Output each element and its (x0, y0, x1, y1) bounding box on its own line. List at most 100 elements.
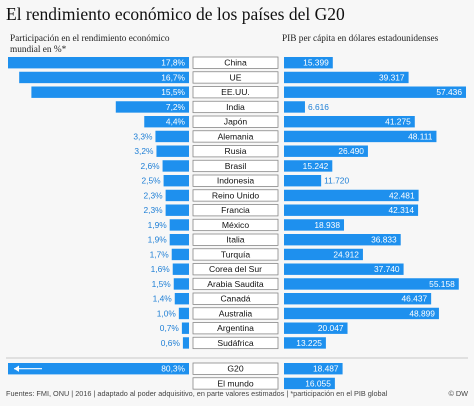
gdp-bar-19 (284, 337, 326, 349)
category-label-13: Turquía (221, 249, 251, 259)
share-label-17: 1,0% (157, 308, 177, 318)
category-label-16: Canadá (220, 294, 250, 304)
category-box-13 (192, 248, 279, 261)
category-box-2 (192, 86, 279, 99)
share-label-9: 2,3% (144, 190, 164, 200)
page-title: El rendimiento económico de los países d… (6, 4, 345, 24)
share-label-12: 1,9% (148, 235, 168, 245)
category-box-11 (192, 218, 279, 232)
left-chart-header: Participación en el rendimiento económic… (10, 34, 170, 55)
share-bar-10 (165, 204, 189, 216)
gdp-label-15: 55.158 (429, 279, 455, 289)
total-category-label-0: G20 (227, 364, 243, 374)
share-label-18: 0,7% (160, 323, 180, 333)
share-bar-19 (182, 337, 189, 349)
category-label-19: Sudáfrica (217, 338, 254, 348)
gdp-bar-1 (284, 71, 409, 84)
gdp-label-16: 46.437 (402, 294, 428, 304)
share-bar-6 (156, 145, 189, 157)
gdp-label-13: 24.912 (333, 249, 359, 259)
gdp-bar-15 (284, 278, 459, 290)
gdp-bar-12 (284, 234, 401, 246)
share-bar-0 (8, 57, 189, 69)
category-box-0 (192, 56, 279, 69)
gdp-bar-11 (284, 219, 345, 231)
share-label-15: 1,5% (152, 279, 172, 289)
share-label-5: 3,3% (133, 131, 153, 141)
share-bar-13 (171, 248, 189, 261)
category-box-17 (192, 307, 279, 320)
category-box-18 (192, 322, 279, 335)
gdp-label-11: 18.938 (314, 220, 340, 230)
category-label-12: Italia (226, 235, 244, 245)
share-bar-11 (169, 219, 189, 231)
category-label-10: Francia (221, 205, 250, 215)
gdp-bar-2 (284, 86, 466, 98)
total-gdp-bar-0 (284, 363, 343, 375)
category-box-15 (192, 277, 279, 291)
share-bar-5 (155, 130, 189, 143)
share-bar-14 (172, 263, 189, 275)
category-label-3: India (226, 102, 245, 112)
share-label-14: 1,6% (151, 264, 171, 274)
category-label-5: Alemania (218, 131, 254, 141)
share-bar-9 (165, 189, 189, 202)
share-bar-7 (162, 160, 189, 172)
share-bar-2 (31, 86, 190, 98)
category-box-5 (192, 130, 279, 143)
total-gdp-label-1: 16.055 (305, 378, 331, 388)
footer-sources: Fuentes: FMI, ONU | 2016 | adaptado al p… (6, 389, 388, 398)
gdp-label-6: 26.490 (338, 146, 364, 156)
category-label-1: UE (230, 72, 242, 82)
category-box-3 (192, 100, 279, 114)
category-box-16 (192, 292, 279, 305)
gdp-bar-6 (284, 145, 368, 157)
category-label-9: Reino Unido (212, 190, 260, 200)
category-box-19 (192, 336, 279, 350)
share-label-10: 2,3% (144, 205, 164, 215)
back-arrow-head-icon (14, 365, 19, 372)
total-share-label-0: 80,3% (161, 364, 185, 374)
gdp-label-19: 13.225 (296, 338, 322, 348)
gdp-label-4: 41.275 (385, 117, 411, 127)
total-category-box-0 (192, 362, 279, 375)
share-label-13: 1,7% (150, 249, 170, 259)
gdp-label-12: 36.833 (371, 235, 397, 245)
gdp-label-9: 42.481 (389, 190, 415, 200)
total-gdp-bar-1 (284, 377, 335, 390)
gdp-bar-3 (284, 101, 305, 113)
gdp-bar-5 (284, 130, 437, 143)
total-share-bar-0 (8, 363, 189, 375)
category-box-1 (192, 71, 279, 84)
share-label-6: 3,2% (134, 146, 154, 156)
category-box-8 (192, 174, 279, 187)
gdp-bar-13 (284, 248, 363, 261)
gdp-label-18: 20.047 (318, 323, 344, 333)
share-bar-15 (173, 278, 189, 290)
gdp-bar-14 (284, 263, 404, 275)
category-label-7: Brasil (225, 161, 247, 171)
dw-logo: © DW (448, 389, 468, 398)
category-label-6: Rusia (225, 146, 247, 156)
gdp-label-8: 11.720 (324, 176, 349, 186)
category-box-6 (192, 145, 279, 158)
total-category-box-1 (192, 377, 279, 390)
gdp-label-0: 15.399 (303, 58, 329, 68)
share-bar-12 (169, 234, 189, 246)
share-label-11: 1,9% (148, 220, 168, 230)
category-label-0: China (224, 58, 247, 68)
share-bar-3 (115, 101, 189, 113)
category-label-8: Indonesia (217, 176, 254, 186)
category-box-10 (192, 204, 279, 217)
gdp-label-17: 48.899 (409, 308, 435, 318)
gdp-label-5: 48.111 (408, 131, 433, 141)
share-label-4: 4,4% (166, 117, 186, 127)
share-label-16: 1,4% (153, 294, 173, 304)
category-box-7 (192, 159, 279, 173)
gdp-label-1: 39.317 (379, 72, 405, 82)
share-bar-1 (19, 71, 189, 84)
share-bar-18 (181, 322, 189, 334)
category-label-2: EE.UU. (221, 87, 250, 97)
